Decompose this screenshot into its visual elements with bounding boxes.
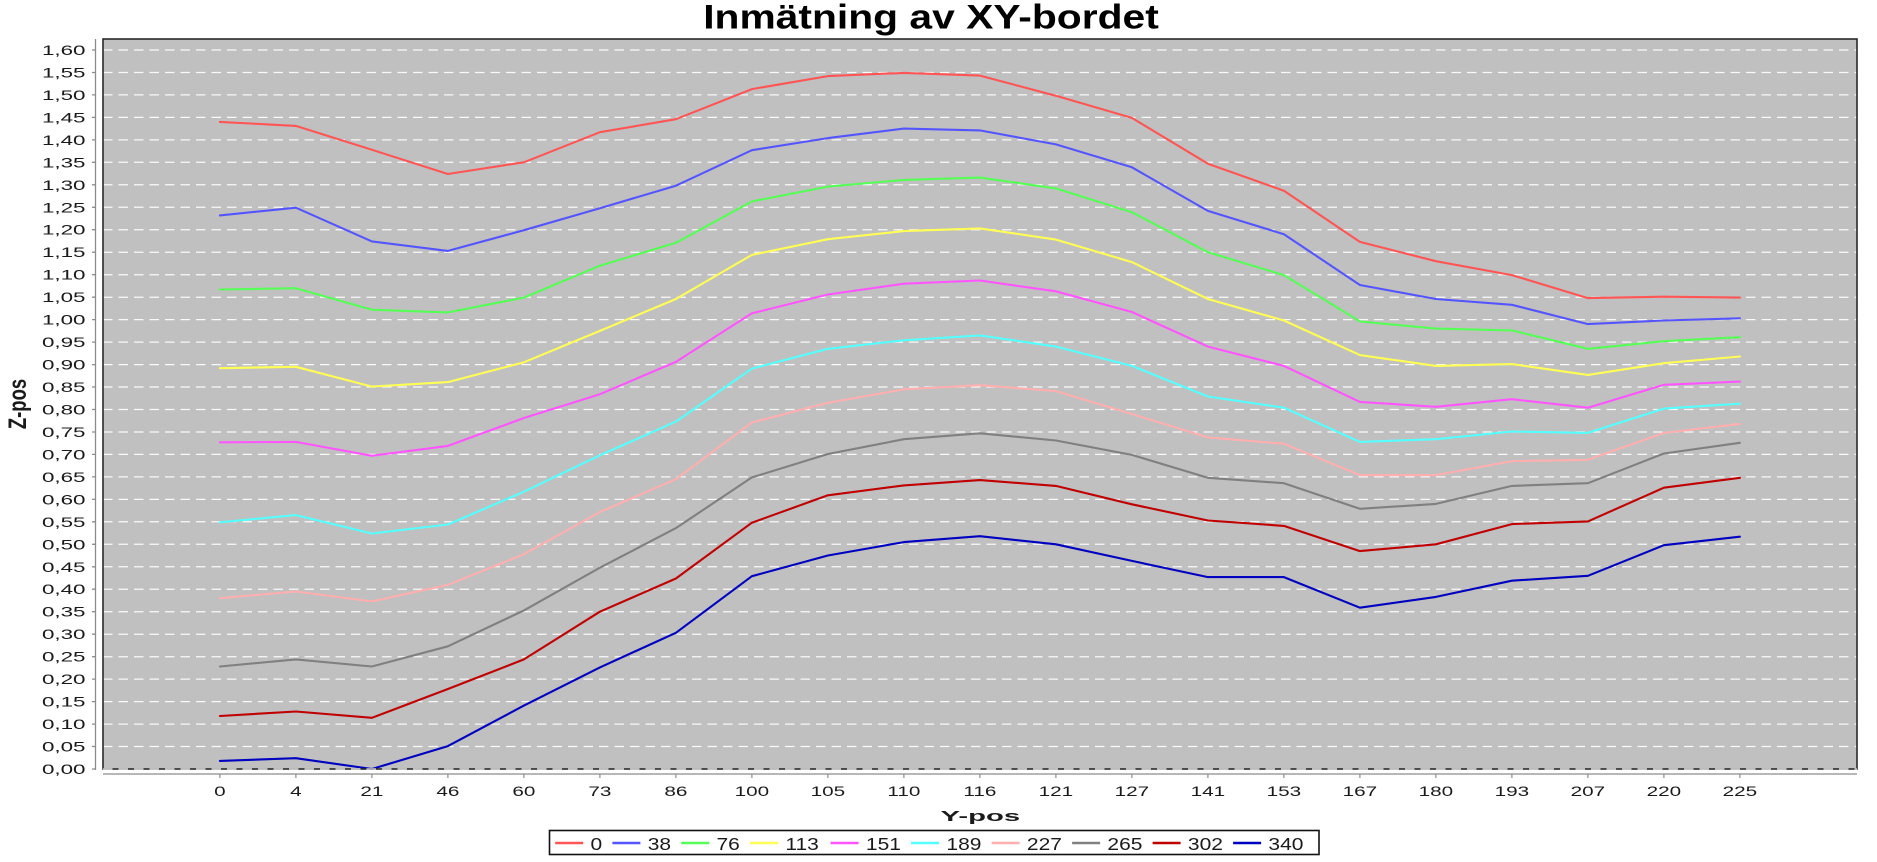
svg-text:0,80: 0,80 [42,402,86,418]
svg-text:0,25: 0,25 [42,649,86,665]
svg-text:0,35: 0,35 [42,604,86,620]
svg-text:0,75: 0,75 [42,424,86,440]
svg-text:0,65: 0,65 [42,469,86,485]
svg-text:1,60: 1,60 [42,42,86,58]
svg-text:1,00: 1,00 [42,312,86,328]
svg-text:46: 46 [436,783,459,799]
svg-text:73: 73 [588,783,611,799]
svg-text:127: 127 [1115,783,1150,799]
svg-text:0,95: 0,95 [42,334,86,350]
svg-text:0: 0 [214,783,226,799]
svg-text:1,35: 1,35 [42,155,86,171]
svg-text:1,15: 1,15 [42,244,86,260]
svg-text:0,90: 0,90 [42,357,86,373]
svg-text:1,45: 1,45 [42,110,86,126]
svg-text:0: 0 [591,836,603,855]
svg-text:1,05: 1,05 [42,289,86,305]
svg-text:4: 4 [290,783,302,799]
svg-text:0,55: 0,55 [42,514,86,530]
svg-text:100: 100 [735,783,770,799]
svg-text:Z-pos: Z-pos [3,379,32,429]
svg-text:0,70: 0,70 [42,447,86,463]
svg-text:121: 121 [1039,783,1074,799]
svg-text:76: 76 [717,836,740,855]
svg-text:0,60: 0,60 [42,492,86,508]
svg-text:86: 86 [664,783,687,799]
svg-text:302: 302 [1188,836,1223,855]
svg-text:0,00: 0,00 [42,761,86,777]
svg-text:110: 110 [887,783,920,799]
svg-text:207: 207 [1571,783,1606,799]
svg-text:153: 153 [1267,783,1302,799]
svg-text:1,20: 1,20 [42,222,86,238]
svg-text:1,10: 1,10 [42,267,86,283]
svg-text:1,25: 1,25 [42,200,86,216]
svg-text:1,30: 1,30 [42,177,86,193]
svg-text:0,15: 0,15 [42,694,86,710]
svg-text:105: 105 [811,783,846,799]
svg-text:340: 340 [1268,836,1303,855]
svg-text:60: 60 [512,783,535,799]
svg-text:Y-pos: Y-pos [940,807,1020,824]
svg-text:0,05: 0,05 [42,739,86,755]
svg-text:193: 193 [1495,783,1530,799]
svg-text:0,45: 0,45 [42,559,86,575]
svg-text:1,40: 1,40 [42,132,86,148]
svg-text:0,40: 0,40 [42,581,86,597]
svg-text:227: 227 [1027,836,1062,855]
svg-text:0,50: 0,50 [42,537,86,553]
svg-text:180: 180 [1419,783,1454,799]
svg-text:141: 141 [1191,783,1226,799]
svg-text:225: 225 [1723,783,1758,799]
svg-text:0,10: 0,10 [42,716,86,732]
svg-text:167: 167 [1343,783,1378,799]
svg-text:113: 113 [785,836,818,855]
svg-text:220: 220 [1647,783,1682,799]
svg-text:Inmätning av XY-bordet: Inmätning av XY-bordet [703,0,1159,36]
svg-text:1,50: 1,50 [42,87,86,103]
svg-text:0,30: 0,30 [42,626,86,642]
svg-text:151: 151 [866,836,901,855]
svg-text:265: 265 [1107,836,1142,855]
svg-text:0,85: 0,85 [42,379,86,395]
svg-text:21: 21 [360,783,383,799]
svg-text:0,20: 0,20 [42,671,86,687]
svg-text:189: 189 [946,836,981,855]
svg-text:116: 116 [963,783,996,799]
svg-text:1,55: 1,55 [42,65,86,81]
svg-text:38: 38 [648,836,671,855]
